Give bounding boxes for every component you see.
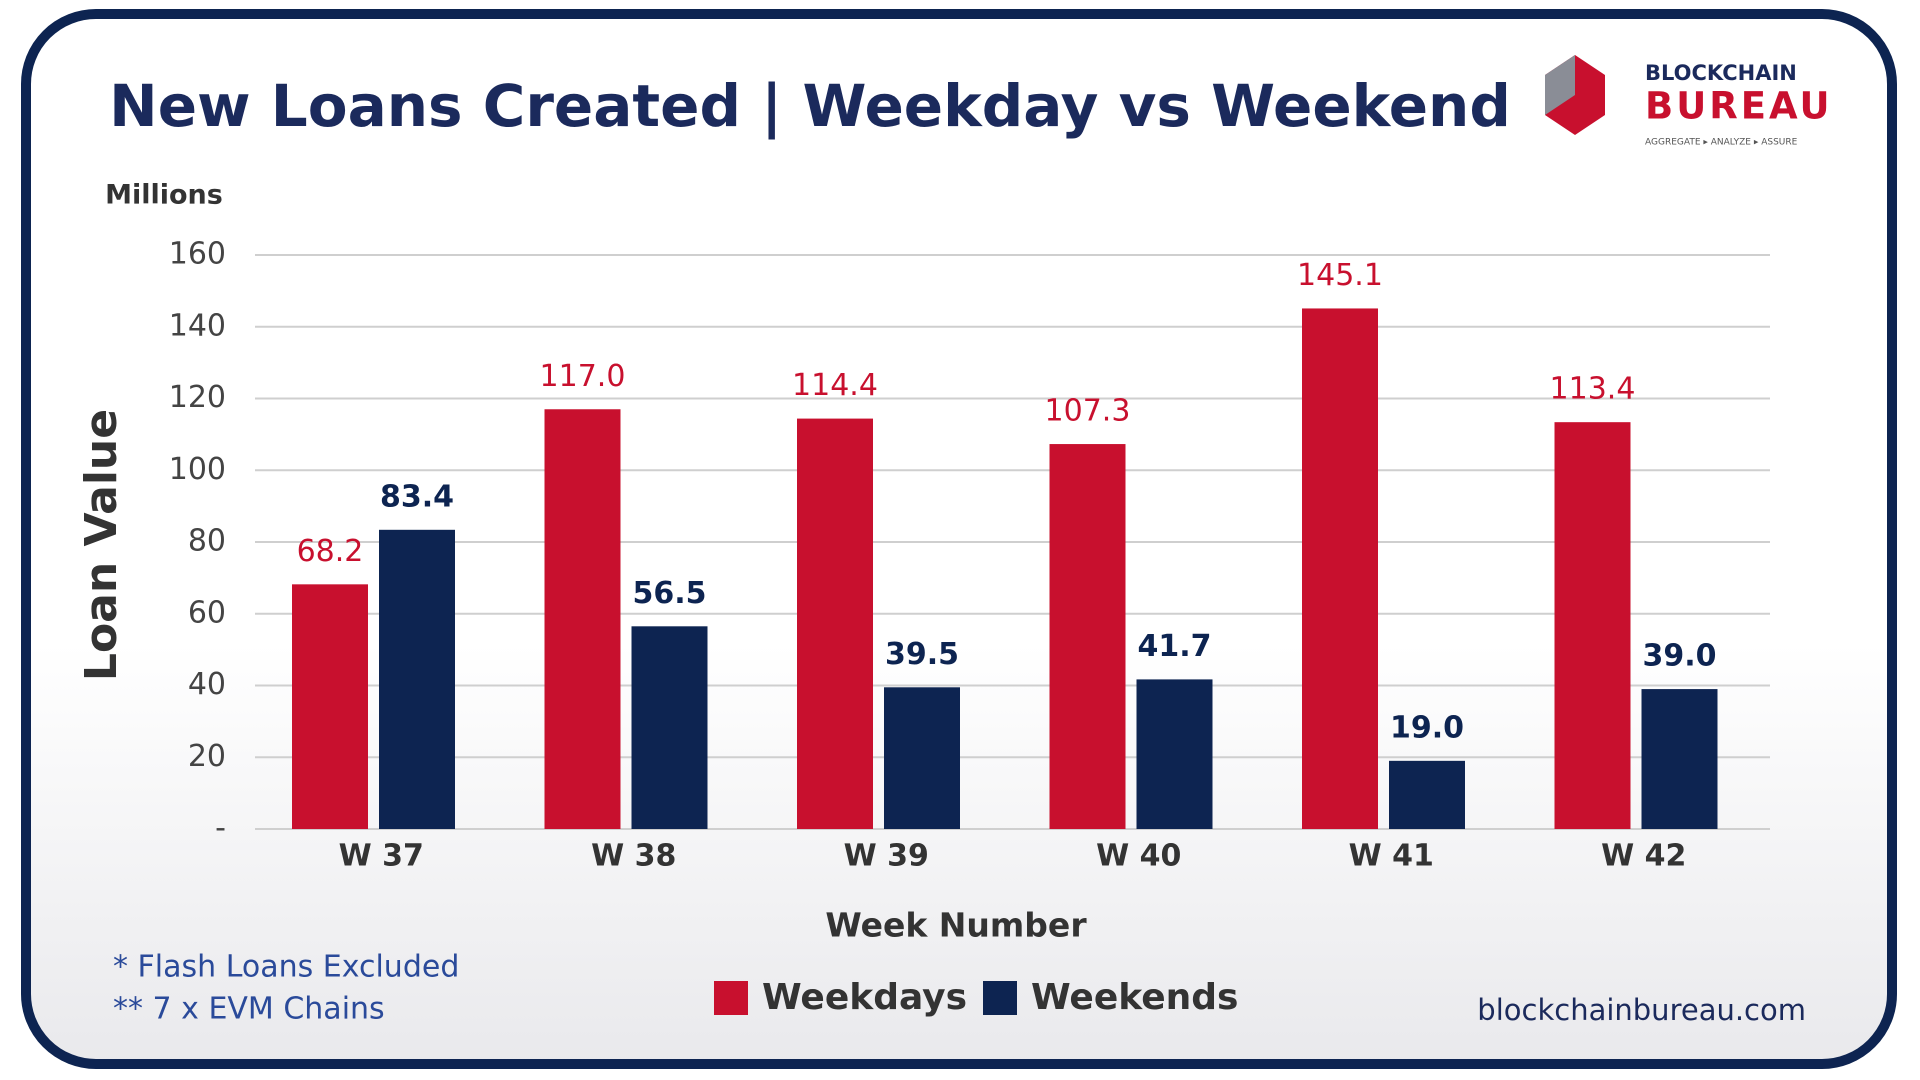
value-label: 68.2 [297, 534, 364, 569]
y-tick-label: 100 [169, 452, 226, 487]
bar [292, 584, 368, 829]
x-tick-label: W 37 [339, 839, 424, 874]
bar [1641, 689, 1718, 829]
bar [1049, 444, 1126, 829]
legend-label: Weekdays [762, 977, 967, 1018]
value-label: 56.5 [632, 576, 706, 611]
y-tick-label: 40 [188, 667, 226, 702]
bar [797, 418, 873, 829]
logo-tagline: AGGREGATE ▸ ANALYZE ▸ ASSURE [1645, 138, 1798, 148]
logo-text: BUREAU [1645, 85, 1833, 128]
bar [544, 409, 621, 829]
y-tick-label: 120 [169, 380, 226, 415]
logo-text: BLOCKCHAIN [1645, 61, 1797, 85]
x-axis-title: Week Number [825, 906, 1087, 945]
logo-icon [1545, 55, 1575, 115]
note: * Flash Loans Excluded [113, 950, 459, 985]
y-tick-label: 160 [169, 237, 226, 272]
value-label: 83.4 [380, 479, 454, 514]
unit-label: Millions [105, 180, 223, 211]
x-tick-label: W 39 [844, 839, 929, 874]
bar [379, 529, 455, 829]
value-label: 114.4 [792, 368, 878, 403]
bar [631, 626, 708, 829]
y-tick-label: 80 [188, 524, 226, 559]
logo: BLOCKCHAIN BUREAU AGGREGATE ▸ ANALYZE ▸ … [1545, 55, 1833, 148]
value-label: 41.7 [1137, 629, 1211, 664]
bar [884, 687, 960, 829]
x-tick-label: W 40 [1096, 839, 1181, 874]
legend-swatch [983, 981, 1017, 1015]
value-label: 117.0 [540, 359, 626, 394]
legend-swatch [714, 981, 748, 1015]
y-tick-label: - [215, 811, 226, 846]
value-label: 19.0 [1390, 710, 1464, 745]
y-axis-title: Loan Value [76, 409, 127, 681]
legend-label: Weekends [1031, 977, 1238, 1018]
value-label: 107.3 [1045, 394, 1131, 429]
value-label: 145.1 [1297, 258, 1383, 293]
y-tick-label: 60 [188, 595, 226, 630]
website: blockchainbureau.com [1477, 993, 1806, 1027]
x-tick-label: W 42 [1601, 839, 1686, 874]
value-label: 113.4 [1550, 372, 1636, 407]
bar [1302, 308, 1378, 829]
bar [1554, 422, 1631, 829]
value-label: 39.5 [885, 637, 959, 672]
x-tick-label: W 38 [591, 839, 676, 874]
value-label: 39.0 [1642, 639, 1716, 674]
bar [1136, 679, 1213, 829]
bar [1389, 760, 1465, 829]
note: ** 7 x EVM Chains [113, 992, 385, 1027]
chart-title: New Loans Created | Weekday vs Weekend [109, 72, 1511, 140]
y-tick-label: 140 [169, 308, 226, 343]
y-tick-label: 20 [188, 739, 226, 774]
x-tick-label: W 41 [1349, 839, 1434, 874]
